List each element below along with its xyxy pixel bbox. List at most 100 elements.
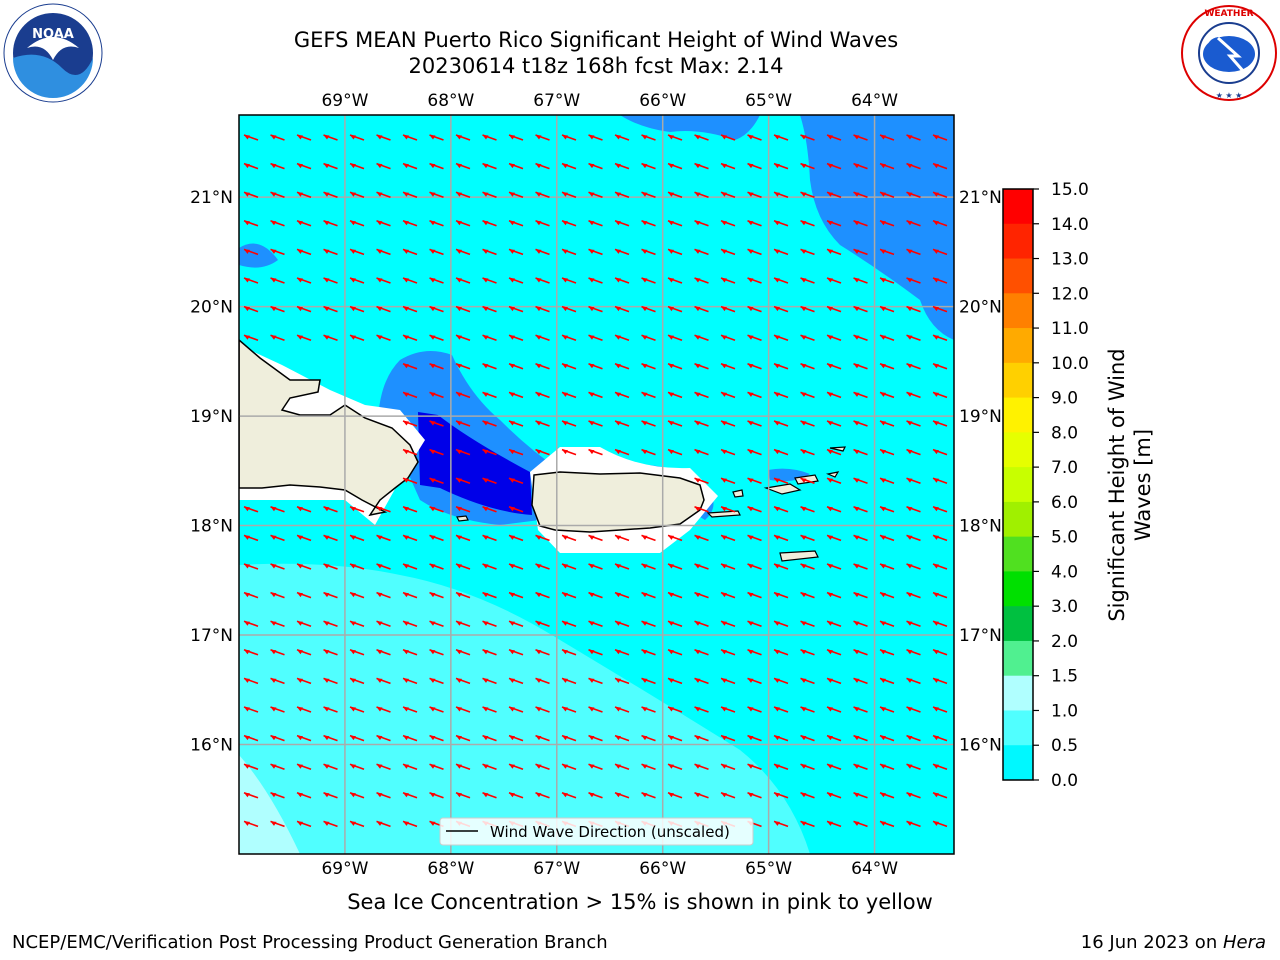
- wind-wave-arrow: [720, 363, 736, 370]
- lat-label-right: 20°N: [959, 298, 1002, 318]
- wind-wave-arrow: [906, 477, 921, 484]
- lat-label-left: 20°N: [190, 298, 233, 318]
- wind-wave-arrow: [667, 420, 683, 427]
- wind-wave-arrow: [429, 305, 444, 313]
- lon-label-bottom: 66°W: [639, 859, 686, 879]
- wind-wave-arrow: [429, 334, 444, 341]
- wind-wave-arrow: [455, 334, 471, 341]
- wind-wave-arrow: [535, 363, 550, 370]
- wind-wave-arrow: [826, 305, 842, 313]
- wind-wave-arrow: [482, 534, 497, 542]
- wind-wave-arrow: [270, 649, 285, 656]
- wind-wave-arrow: [429, 763, 444, 770]
- wind-wave-arrow: [773, 534, 789, 542]
- wind-wave-arrow: [800, 191, 815, 198]
- wind-wave-arrow: [402, 591, 418, 599]
- wind-wave-arrow: [853, 792, 868, 799]
- wind-wave-arrow: [720, 763, 736, 770]
- wind-wave-arrow: [561, 248, 577, 256]
- wind-wave-arrow: [879, 420, 895, 427]
- wind-wave-arrow: [243, 220, 259, 227]
- wind-wave-arrow: [641, 277, 656, 284]
- wind-wave-arrow: [402, 734, 418, 742]
- wind-wave-arrow: [773, 420, 789, 427]
- wind-wave-arrow: [747, 191, 762, 198]
- wind-wave-arrow: [614, 620, 630, 627]
- wind-wave-arrow: [879, 706, 895, 713]
- wind-wave-arrow: [773, 248, 789, 256]
- wind-wave-arrow: [376, 506, 391, 513]
- wind-wave-arrow: [932, 363, 948, 370]
- wind-wave-arrow: [747, 134, 762, 141]
- wind-wave-arrow: [932, 248, 948, 256]
- wind-wave-arrow: [270, 334, 285, 341]
- wind-wave-arrow: [535, 220, 550, 227]
- wind-wave-arrow: [747, 277, 762, 284]
- wind-wave-arrow: [773, 191, 789, 198]
- wind-wave-arrow: [747, 334, 762, 341]
- wind-wave-arrow: [323, 134, 338, 141]
- wind-wave-arrow: [853, 363, 868, 370]
- wind-wave-arrow: [482, 620, 497, 627]
- wind-wave-arrow: [243, 191, 259, 198]
- wind-wave-arrow: [561, 391, 577, 399]
- colorbar-label-line2: Waves [m]: [1131, 429, 1155, 541]
- wind-wave-arrow: [349, 220, 365, 227]
- colorbar-tick-label: 2.0: [1051, 632, 1078, 652]
- wind-wave-arrow: [694, 134, 709, 141]
- wind-wave-arrow: [694, 649, 709, 656]
- wind-wave-arrow: [614, 534, 630, 542]
- footer-date: 16 Jun 2023 on: [1080, 932, 1223, 953]
- wind-wave-arrow: [455, 677, 471, 685]
- wind-wave-arrow: [561, 134, 577, 141]
- wind-wave-arrow: [773, 620, 789, 627]
- wind-wave-arrow: [243, 591, 259, 599]
- wind-wave-arrow: [667, 248, 683, 256]
- wind-wave-arrow: [773, 591, 789, 599]
- wind-wave-arrow: [455, 792, 471, 799]
- wind-wave-arrow: [561, 563, 577, 570]
- wind-wave-arrow: [561, 706, 577, 713]
- wind-wave-arrow: [879, 477, 895, 484]
- wind-wave-arrow: [614, 134, 630, 141]
- wind-wave-arrow: [641, 162, 656, 170]
- wind-wave-arrow: [720, 277, 736, 284]
- ocean-fill-2p0-3p0: [239, 755, 300, 854]
- wind-wave-arrow: [429, 534, 444, 542]
- wind-wave-arrow: [853, 649, 868, 656]
- wind-wave-arrow: [826, 792, 842, 799]
- wind-wave-arrow: [906, 763, 921, 770]
- wind-wave-arrow: [508, 363, 524, 370]
- wind-wave-arrow: [508, 448, 524, 456]
- footer-machine: Hera: [1222, 932, 1266, 953]
- wind-wave-arrow: [747, 563, 762, 570]
- wind-wave-arrow: [720, 534, 736, 542]
- wind-wave-arrow: [614, 191, 630, 198]
- wind-wave-arrow: [932, 448, 948, 456]
- wind-wave-arrow: [826, 134, 842, 141]
- svg-text:★ ★ ★: ★ ★ ★: [1216, 91, 1243, 100]
- wind-wave-arrow: [455, 420, 471, 427]
- wind-wave-arrow: [508, 477, 524, 484]
- wind-wave-arrow: [906, 649, 921, 656]
- wind-wave-arrow: [853, 506, 868, 513]
- wind-wave-arrow: [588, 420, 603, 427]
- wind-wave-arrow: [853, 734, 868, 742]
- lon-label-bottom: 67°W: [533, 859, 580, 879]
- wind-wave-arrow: [641, 677, 656, 685]
- wind-wave-arrow: [694, 620, 709, 627]
- wind-wave-arrow: [826, 162, 842, 170]
- colorbar-tick-label: 13.0: [1051, 250, 1089, 270]
- wind-wave-arrow: [482, 391, 497, 399]
- wind-wave-arrow: [270, 305, 285, 313]
- wind-wave-arrow: [376, 277, 391, 284]
- map-frame: [238, 114, 955, 855]
- wind-wave-arrow: [826, 420, 842, 427]
- wind-wave-arrow: [429, 706, 444, 713]
- wind-wave-arrow: [376, 706, 391, 713]
- colorbar-segment: [1003, 293, 1033, 329]
- wind-wave-arrow: [614, 763, 630, 770]
- wind-wave-arrow: [614, 706, 630, 713]
- lat-labels-right: 21°N 20°N 19°N 18°N 17°N 16°N: [959, 188, 1002, 755]
- wind-wave-arrow: [349, 534, 365, 542]
